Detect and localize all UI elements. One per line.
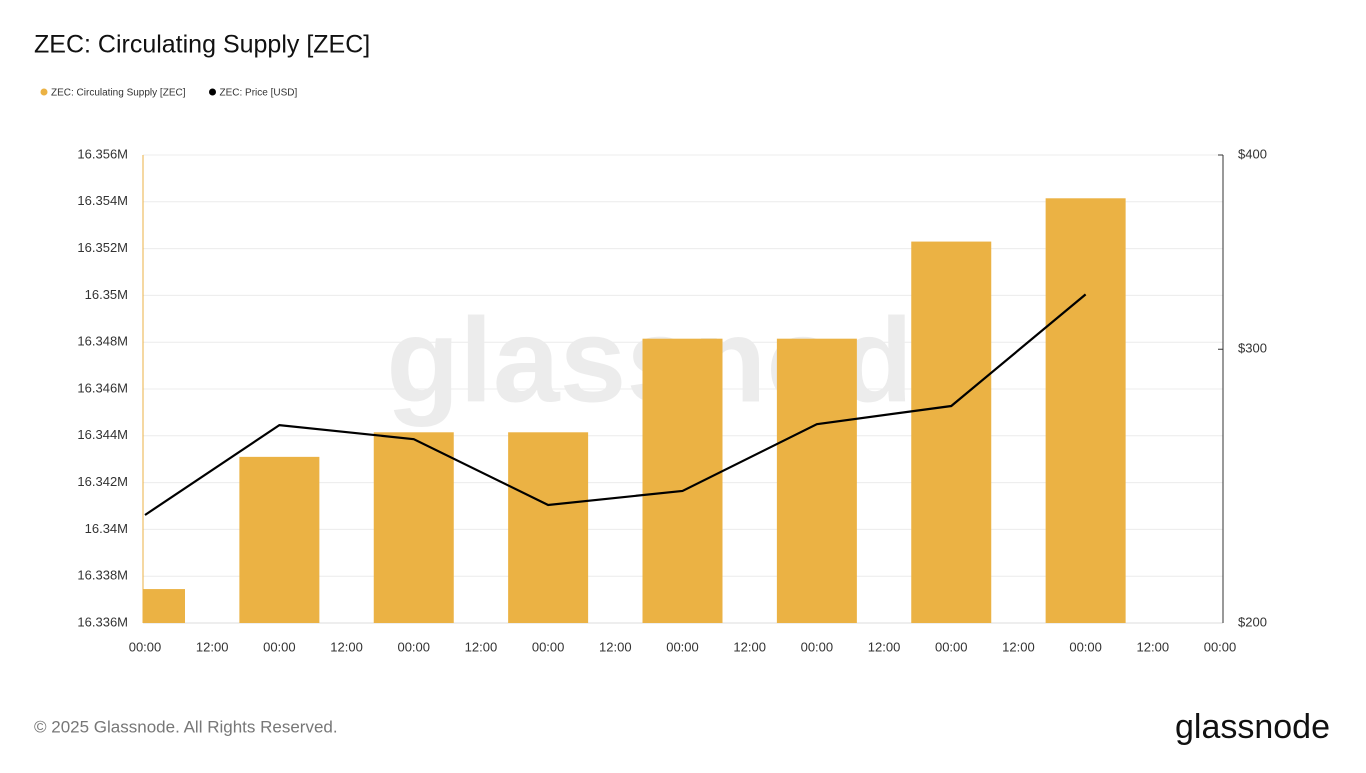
legend: ZEC: Circulating Supply [ZEC] ZEC: Price … <box>40 88 298 99</box>
bar <box>642 338 723 623</box>
bar <box>911 241 992 623</box>
chart-title: ZEC: Circulating Supply [ZEC] <box>34 31 370 59</box>
legend-marker <box>40 88 48 96</box>
x-tick-label: 12:00 <box>1137 639 1170 654</box>
legend-marker <box>209 88 216 96</box>
bar <box>239 456 320 623</box>
x-tick-label: 00:00 <box>397 639 430 654</box>
x-tick-label: 12:00 <box>868 639 901 654</box>
x-tick-label: 00:00 <box>263 639 296 654</box>
price-line <box>144 293 1087 516</box>
y2-tick-label: $400 <box>1238 146 1267 161</box>
x-tick-label: 12:00 <box>330 639 363 654</box>
bar <box>508 432 589 623</box>
y-tick-label: 16.356M <box>77 146 128 161</box>
y-tick-label: 16.352M <box>77 240 128 255</box>
y2-tick-label: $300 <box>1238 341 1267 356</box>
x-tick-label: 12:00 <box>733 639 766 654</box>
footer: © 2025 Glassnode. All Rights Reserved. <box>34 717 338 736</box>
x-tick-label: 12:00 <box>599 639 632 654</box>
y-tick-label: 16.348M <box>77 334 128 349</box>
y-tick-label: 16.346M <box>77 380 128 395</box>
x-tick-label: 00:00 <box>129 639 162 654</box>
y-tick-label: 16.344M <box>77 427 128 442</box>
bar <box>143 589 185 623</box>
y-tick-label: 16.354M <box>77 193 128 208</box>
legend-label: ZEC: Circulating Supply [ZEC] <box>51 88 186 99</box>
x-tick-label: 00:00 <box>935 639 968 654</box>
plot-area <box>143 198 1126 623</box>
x-tick-label: 00:00 <box>801 639 834 654</box>
x-tick-label: 00:00 <box>1069 639 1102 654</box>
x-tick-label: 00:00 <box>532 639 565 654</box>
y-tick-label: 16.338M <box>77 568 128 583</box>
x-tick-label: 00:00 <box>1204 639 1237 654</box>
y2-tick-label: $200 <box>1238 614 1267 629</box>
x-tick-label: 12:00 <box>1002 639 1035 654</box>
legend-label: ZEC: Price [USD] <box>220 88 298 99</box>
y-tick-label: 16.34M <box>85 521 128 536</box>
x-tick-label: 12:00 <box>196 639 229 654</box>
bar <box>1045 198 1126 623</box>
y-tick-label: 16.342M <box>77 474 128 489</box>
logo: glassnode <box>1175 708 1330 746</box>
bar <box>373 432 454 623</box>
y-tick-label: 16.35M <box>85 287 128 302</box>
x-tick-label: 00:00 <box>666 639 699 654</box>
y-tick-label: 16.336M <box>77 614 128 629</box>
bar <box>776 338 857 623</box>
x-tick-label: 12:00 <box>465 639 498 654</box>
